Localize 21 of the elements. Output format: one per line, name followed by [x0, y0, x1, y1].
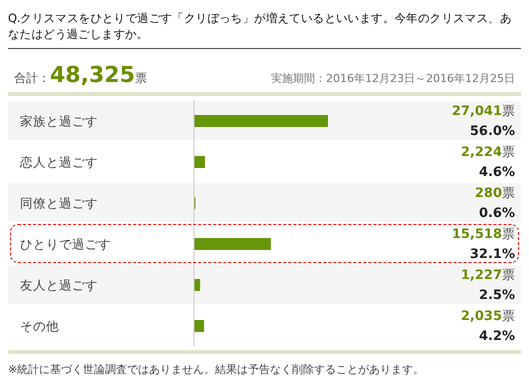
- bar: [194, 115, 328, 127]
- bar: [194, 156, 206, 168]
- data-label: 27,041票 56.0%: [452, 104, 515, 139]
- y-tick-label: 同僚と過ごす: [20, 196, 98, 210]
- data-label: 15,518票 32.1%: [452, 227, 515, 262]
- bar: [194, 279, 200, 291]
- y-tick-label: その他: [20, 318, 59, 334]
- bar: [194, 238, 271, 250]
- text: 合計：48,325票: [14, 63, 147, 88]
- y-tick-label: 恋人と過ごす: [19, 154, 98, 170]
- data-label: 2,224票 4.6%: [460, 145, 515, 180]
- chart-title: Q.クリスマスをひとりで過ごす「クリぼっち」が増えているといいます。今年のクリスマス、あなたはどう過ごしますか。: [8, 8, 521, 49]
- data-label: 280票 0.6%: [474, 186, 515, 221]
- data-label: 2,035票 4.2%: [460, 309, 515, 344]
- y-tick-label: 家族と過ごす: [20, 114, 98, 128]
- bar: [194, 320, 204, 332]
- text: ※統計に基づく世論調査ではありません。結果は予告なく削除することがあります。: [8, 350, 521, 377]
- y-tick-label: 友人と過ごす: [20, 278, 98, 292]
- y-tick-label: ひとりで過ごす: [20, 236, 111, 252]
- data-label: 1,227票 2.5%: [460, 268, 515, 303]
- text: 実施期間：2016年12月23日～2016年12月25日: [271, 71, 515, 86]
